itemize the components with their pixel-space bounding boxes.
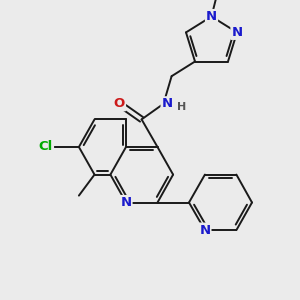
Text: Cl: Cl [39,140,53,154]
Text: N: N [231,26,243,39]
Text: N: N [120,196,132,209]
Text: O: O [114,97,125,110]
Text: N: N [206,10,217,23]
Text: H: H [178,102,187,112]
Text: N: N [199,224,211,237]
Text: N: N [161,97,173,110]
